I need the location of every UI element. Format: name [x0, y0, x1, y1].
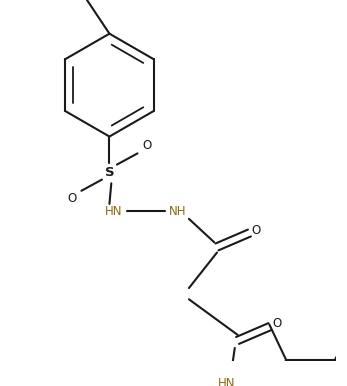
- Text: HN: HN: [218, 377, 235, 386]
- Text: O: O: [142, 139, 152, 152]
- Text: O: O: [272, 317, 281, 330]
- Text: O: O: [252, 223, 261, 237]
- Text: O: O: [67, 192, 77, 205]
- Text: HN: HN: [105, 205, 123, 218]
- Text: S: S: [104, 166, 114, 179]
- Text: NH: NH: [169, 205, 186, 218]
